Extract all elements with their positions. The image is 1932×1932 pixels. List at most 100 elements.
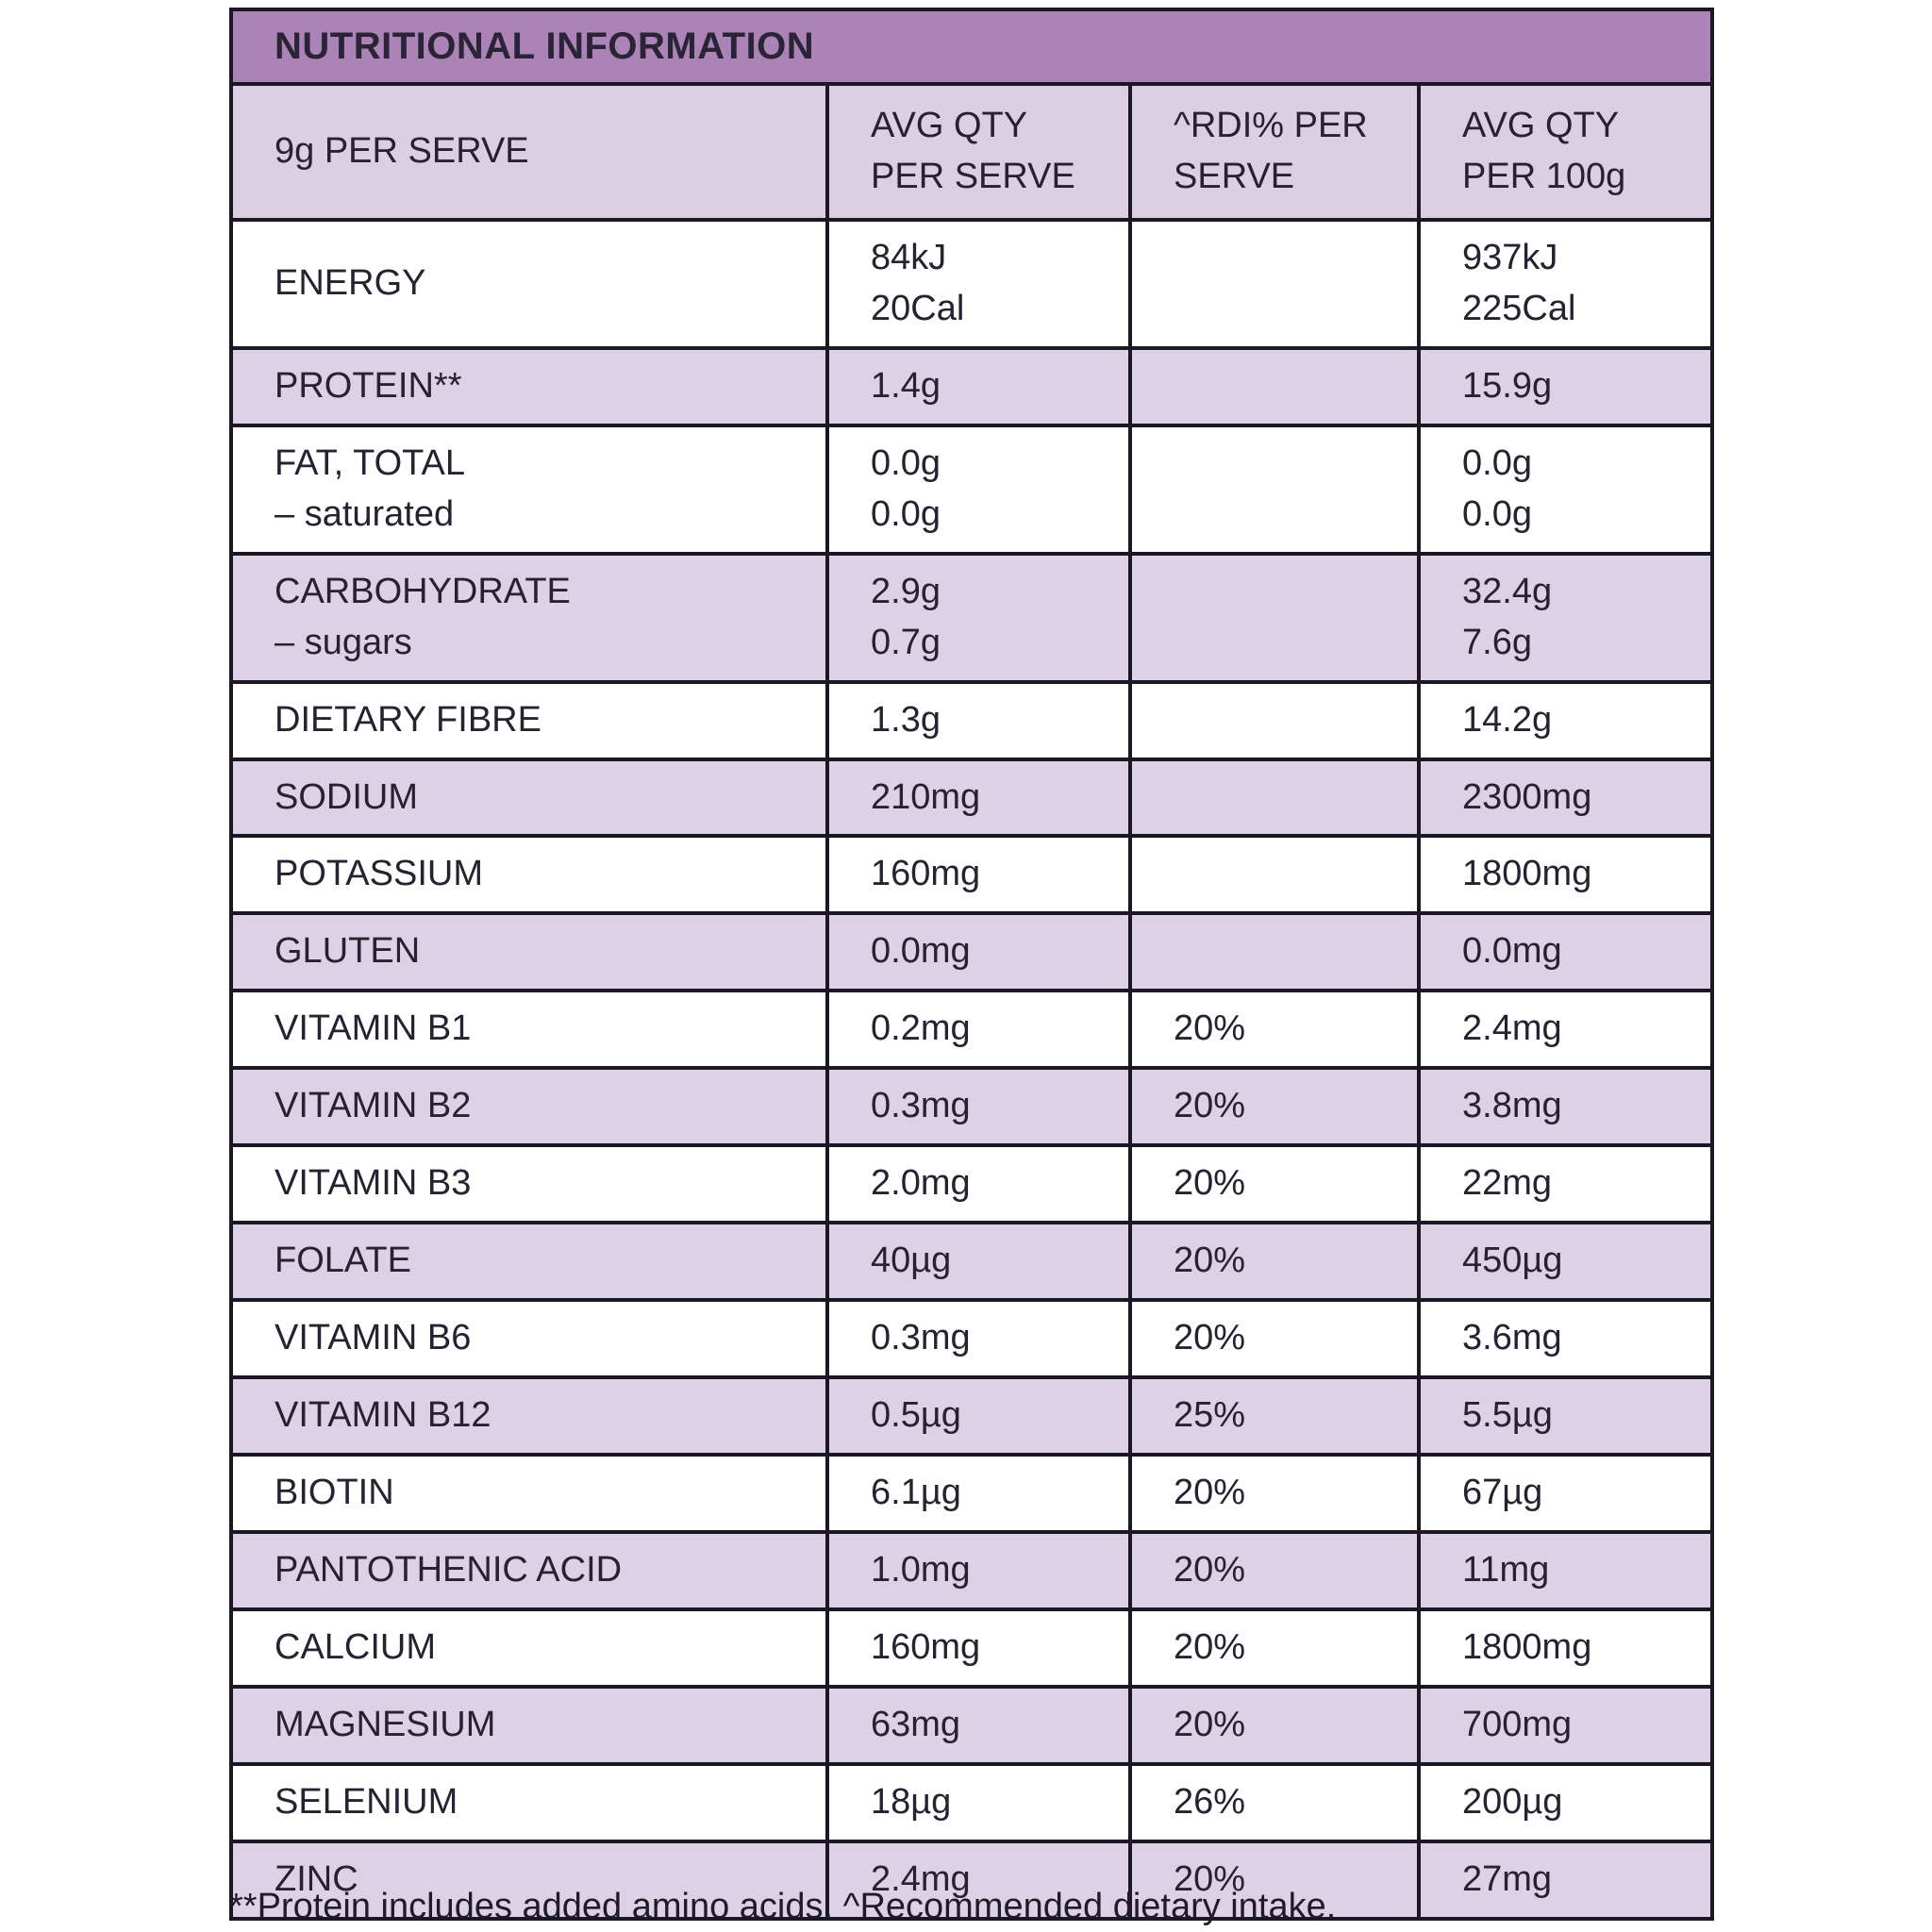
value-avg-qty-serve: 0.3mg: [825, 1298, 1132, 1380]
nutrient-label: POTASSIUM: [229, 834, 829, 916]
table-row: ENERGY 84kJ 20Cal 937kJ 225Cal: [229, 217, 1714, 350]
table-row: SODIUM 210mg 2300mg: [229, 757, 1714, 839]
table-row: VITAMIN B3 2.0mg 20% 22mg: [229, 1143, 1714, 1225]
nutrient-label: CARBOHYDRATE – sugars: [229, 551, 829, 684]
value-avg-qty-serve: 2.4mg: [825, 1839, 1132, 1921]
nutrient-label: SELENIUM: [229, 1761, 829, 1843]
value-avg-qty-serve: 0.0g 0.0g: [825, 423, 1132, 556]
value-avg-qty-100g: 3.6mg: [1417, 1298, 1714, 1380]
table-row: FAT, TOTAL – saturated 0.0g 0.0g 0.0g 0.…: [229, 423, 1714, 556]
col-header-serving-size: 9g PER SERVE: [229, 82, 829, 222]
nutrient-label: BIOTIN: [229, 1453, 829, 1535]
value-rdi-serve: 20%: [1128, 1453, 1421, 1535]
nutrient-label: CALCIUM: [229, 1607, 829, 1689]
nutrient-label: VITAMIN B1: [229, 989, 829, 1071]
value-rdi-serve: [1128, 217, 1421, 350]
table-row: POTASSIUM 160mg 1800mg: [229, 834, 1714, 916]
table-row: VITAMIN B6 0.3mg 20% 3.6mg: [229, 1298, 1714, 1380]
table-row: VITAMIN B12 0.5µg 25% 5.5µg: [229, 1375, 1714, 1457]
value-rdi-serve: 20%: [1128, 1298, 1421, 1380]
table-row: SELENIUM 18µg 26% 200µg: [229, 1761, 1714, 1843]
nutrient-label: VITAMIN B3: [229, 1143, 829, 1225]
nutrient-label: FOLATE: [229, 1221, 829, 1303]
table-row: PROTEIN** 1.4g 15.9g: [229, 345, 1714, 427]
value-avg-qty-100g: 22mg: [1417, 1143, 1714, 1225]
value-avg-qty-serve: 40µg: [825, 1221, 1132, 1303]
value-rdi-serve: 20%: [1128, 989, 1421, 1071]
value-avg-qty-100g: 200µg: [1417, 1761, 1714, 1843]
col-header-avg-qty-per-100g: AVG QTY PER 100g: [1417, 82, 1714, 222]
value-avg-qty-serve: 6.1µg: [825, 1453, 1132, 1535]
nutrient-label: VITAMIN B2: [229, 1066, 829, 1148]
table-row: CALCIUM 160mg 20% 1800mg: [229, 1607, 1714, 1689]
value-rdi-serve: 20%: [1128, 1684, 1421, 1766]
value-avg-qty-100g: 0.0g 0.0g: [1417, 423, 1714, 556]
col-header-rdi-per-serve: ^RDI% PER SERVE: [1128, 82, 1421, 222]
value-avg-qty-100g: 1800mg: [1417, 1607, 1714, 1689]
table-row: DIETARY FIBRE 1.3g 14.2g: [229, 679, 1714, 761]
table-row: VITAMIN B2 0.3mg 20% 3.8mg: [229, 1066, 1714, 1148]
value-avg-qty-serve: 0.5µg: [825, 1375, 1132, 1457]
value-avg-qty-serve: 0.2mg: [825, 989, 1132, 1071]
value-avg-qty-serve: 0.0mg: [825, 911, 1132, 993]
value-rdi-serve: 20%: [1128, 1143, 1421, 1225]
table-row: GLUTEN 0.0mg 0.0mg: [229, 911, 1714, 993]
table-row: BIOTIN 6.1µg 20% 67µg: [229, 1453, 1714, 1535]
value-avg-qty-serve: 210mg: [825, 757, 1132, 839]
value-avg-qty-serve: 1.0mg: [825, 1530, 1132, 1612]
value-avg-qty-serve: 160mg: [825, 1607, 1132, 1689]
value-avg-qty-100g: 27mg: [1417, 1839, 1714, 1921]
value-avg-qty-serve: 18µg: [825, 1761, 1132, 1843]
nutrient-label: ZINC: [229, 1839, 829, 1921]
table-row: ZINC 2.4mg 20% 27mg: [229, 1839, 1714, 1921]
nutrition-table: NUTRITIONAL INFORMATION 9g PER SERVE AVG…: [229, 8, 1714, 1921]
nutrient-label: SODIUM: [229, 757, 829, 839]
value-avg-qty-serve: 1.4g: [825, 345, 1132, 427]
value-avg-qty-serve: 160mg: [825, 834, 1132, 916]
nutrient-label: VITAMIN B12: [229, 1375, 829, 1457]
nutrient-label: VITAMIN B6: [229, 1298, 829, 1380]
nutrient-label: FAT, TOTAL – saturated: [229, 423, 829, 556]
table-row: VITAMIN B1 0.2mg 20% 2.4mg: [229, 989, 1714, 1071]
value-avg-qty-serve: 0.3mg: [825, 1066, 1132, 1148]
table-title: NUTRITIONAL INFORMATION: [229, 8, 1714, 86]
nutrient-label: PROTEIN**: [229, 345, 829, 427]
title-row: NUTRITIONAL INFORMATION: [229, 8, 1714, 86]
value-avg-qty-serve: 2.9g 0.7g: [825, 551, 1132, 684]
value-avg-qty-100g: 450µg: [1417, 1221, 1714, 1303]
table-row: PANTOTHENIC ACID 1.0mg 20% 11mg: [229, 1530, 1714, 1612]
nutrient-label: PANTOTHENIC ACID: [229, 1530, 829, 1612]
value-rdi-serve: [1128, 551, 1421, 684]
value-rdi-serve: [1128, 679, 1421, 761]
value-avg-qty-100g: 1800mg: [1417, 834, 1714, 916]
value-avg-qty-100g: 2.4mg: [1417, 989, 1714, 1071]
col-header-avg-qty-per-serve: AVG QTY PER SERVE: [825, 82, 1132, 222]
column-header-row: 9g PER SERVE AVG QTY PER SERVE ^RDI% PER…: [229, 82, 1714, 222]
value-avg-qty-100g: 67µg: [1417, 1453, 1714, 1535]
value-avg-qty-serve: 2.0mg: [825, 1143, 1132, 1225]
value-rdi-serve: 20%: [1128, 1607, 1421, 1689]
value-avg-qty-100g: 700mg: [1417, 1684, 1714, 1766]
value-avg-qty-100g: 0.0mg: [1417, 911, 1714, 993]
value-rdi-serve: 20%: [1128, 1839, 1421, 1921]
nutrient-label: DIETARY FIBRE: [229, 679, 829, 761]
value-avg-qty-100g: 5.5µg: [1417, 1375, 1714, 1457]
table-row: MAGNESIUM 63mg 20% 700mg: [229, 1684, 1714, 1766]
value-rdi-serve: [1128, 911, 1421, 993]
footnote: **Protein includes added amino acids. ^R…: [229, 1887, 1337, 1926]
value-avg-qty-100g: 937kJ 225Cal: [1417, 217, 1714, 350]
value-rdi-serve: 25%: [1128, 1375, 1421, 1457]
value-rdi-serve: 20%: [1128, 1221, 1421, 1303]
nutrient-label: ENERGY: [229, 217, 829, 350]
value-rdi-serve: 26%: [1128, 1761, 1421, 1843]
value-avg-qty-100g: 11mg: [1417, 1530, 1714, 1612]
value-rdi-serve: [1128, 345, 1421, 427]
value-rdi-serve: [1128, 423, 1421, 556]
value-avg-qty-serve: 84kJ 20Cal: [825, 217, 1132, 350]
value-rdi-serve: 20%: [1128, 1066, 1421, 1148]
table-row: CARBOHYDRATE – sugars 2.9g 0.7g 32.4g 7.…: [229, 551, 1714, 684]
value-avg-qty-serve: 1.3g: [825, 679, 1132, 761]
value-rdi-serve: 20%: [1128, 1530, 1421, 1612]
value-rdi-serve: [1128, 757, 1421, 839]
